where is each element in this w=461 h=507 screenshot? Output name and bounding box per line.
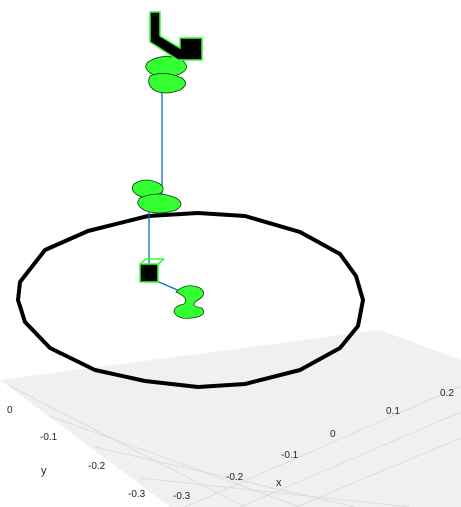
y-tick-label: 0 <box>7 405 13 416</box>
x-tick-label: -0.3 <box>173 491 191 502</box>
y-tick-label: -0.3 <box>128 489 146 500</box>
x-tick-label: 0.2 <box>440 388 454 399</box>
x-tick-label: 0 <box>330 429 336 440</box>
x-axis-ticks: -0.3 -0.2 -0.1 0 0.1 0.2 <box>173 388 454 502</box>
x-tick-label: -0.1 <box>281 450 299 461</box>
x-tick-label: 0.1 <box>386 406 400 417</box>
x-tick-label: -0.2 <box>226 472 244 483</box>
workspace-ring <box>16 211 365 389</box>
y-tick-label: -0.1 <box>40 432 58 443</box>
x-axis-label: x <box>276 477 282 489</box>
y-axis-label: y <box>41 465 47 477</box>
joint-geometry-lower <box>139 258 205 319</box>
floor-grid <box>9 385 461 507</box>
joint-geometry-middle <box>132 179 182 214</box>
y-tick-label: -0.2 <box>88 461 106 472</box>
joint-geometry-upper <box>145 11 203 94</box>
y-axis-ticks: -0.3 -0.2 -0.1 0 <box>7 405 146 500</box>
